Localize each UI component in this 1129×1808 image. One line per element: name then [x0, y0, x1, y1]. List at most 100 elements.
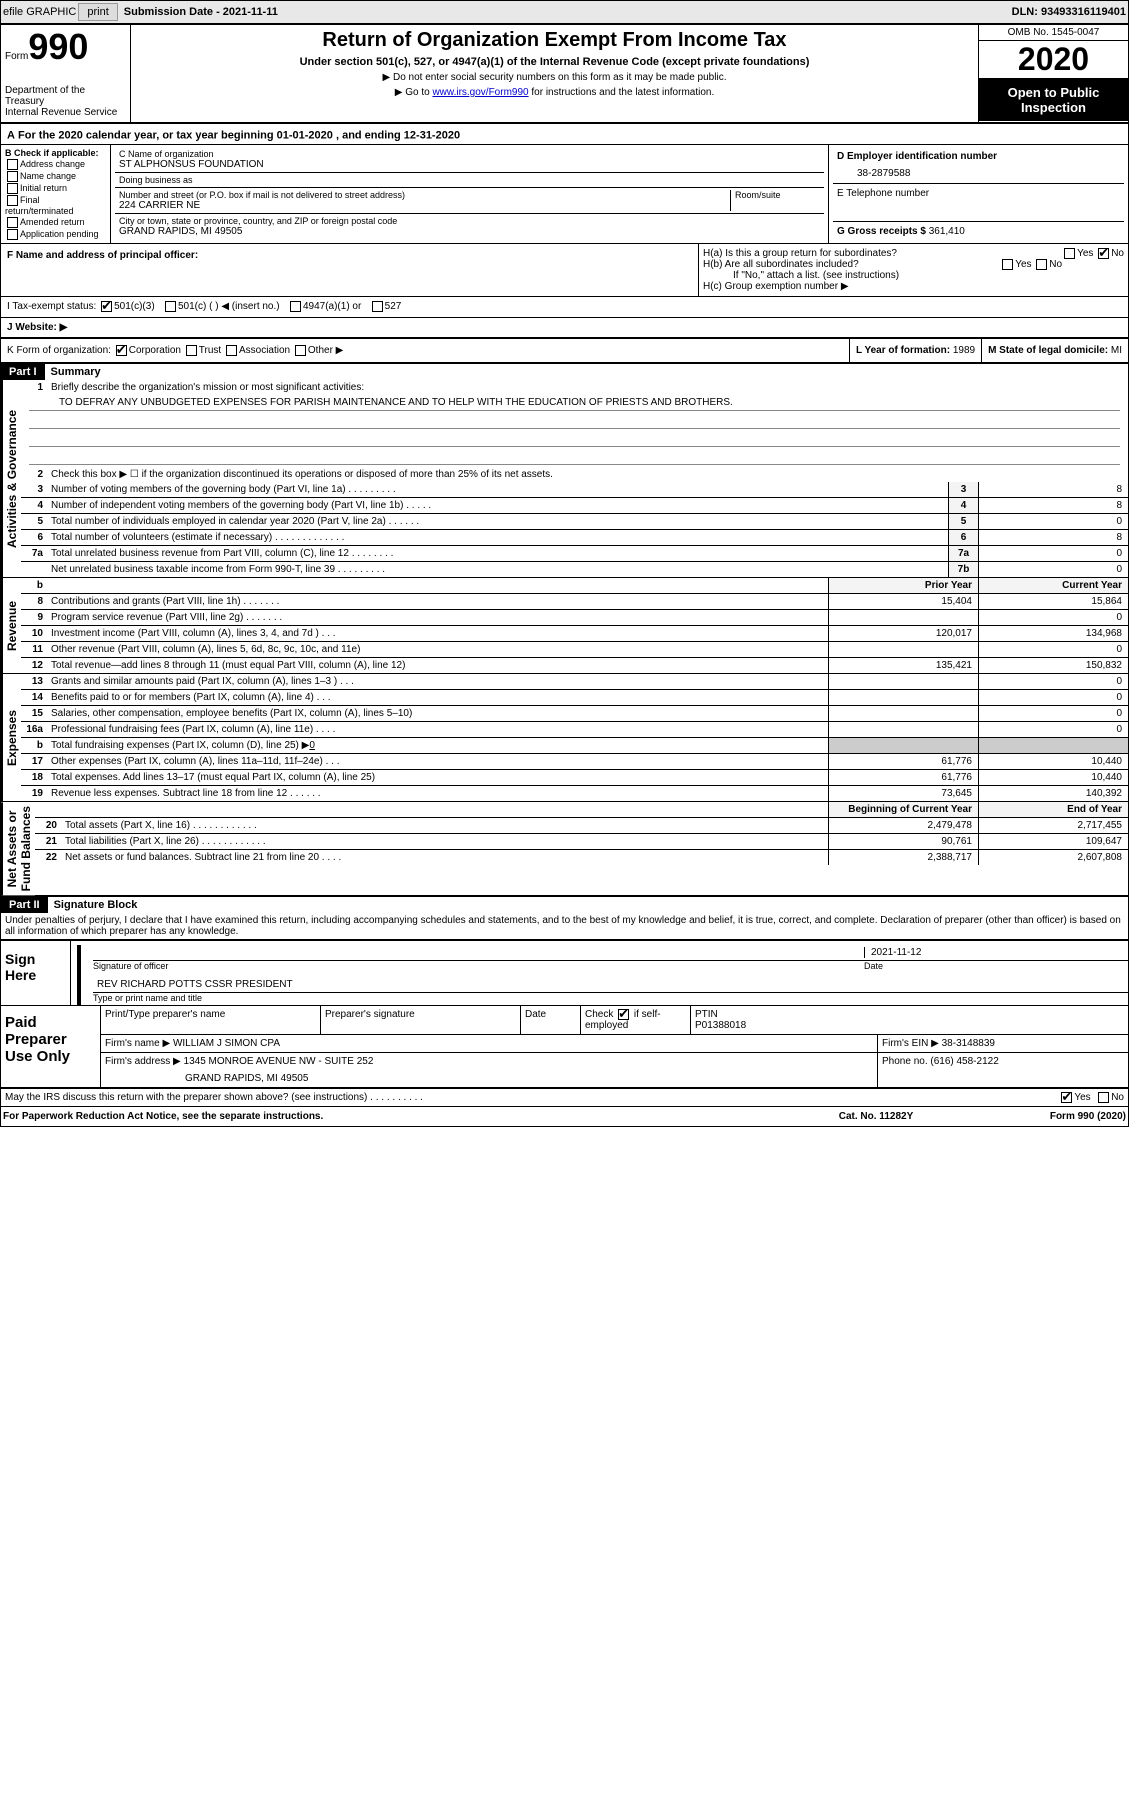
- p18: 61,776: [828, 770, 978, 785]
- c17: 10,440: [978, 754, 1128, 769]
- c15: 0: [978, 706, 1128, 721]
- j-label: J Website: ▶: [7, 322, 67, 333]
- line-4: Number of independent voting members of …: [47, 498, 948, 513]
- c13: 0: [978, 674, 1128, 689]
- line-8: Contributions and grants (Part VIII, lin…: [47, 594, 828, 609]
- self-employed-check[interactable]: Check if self-employed: [581, 1006, 691, 1034]
- val-7a: 0: [978, 546, 1128, 561]
- val-7b: 0: [978, 562, 1128, 577]
- line-18: Total expenses. Add lines 13–17 (must eq…: [47, 770, 828, 785]
- open-inspection: Open to Public Inspection: [979, 79, 1128, 121]
- line-6: Total number of volunteers (estimate if …: [47, 530, 948, 545]
- row-i-tax-status: I Tax-exempt status: 501(c)(3) 501(c) ( …: [1, 297, 1128, 317]
- street-address: 224 CARRIER NE: [119, 200, 730, 211]
- line-11: Other revenue (Part VIII, column (A), li…: [47, 642, 828, 657]
- preparer-name-label: Print/Type preparer's name: [101, 1006, 321, 1034]
- sign-date: 2021-11-12: [864, 947, 1124, 958]
- chk-trust[interactable]: [186, 345, 197, 356]
- b-label: B Check if applicable:: [5, 148, 106, 158]
- footer-form: Form 990 (2020): [976, 1111, 1126, 1122]
- discuss-no[interactable]: [1098, 1092, 1109, 1103]
- org-name: ST ALPHONSUS FOUNDATION: [119, 159, 820, 170]
- c18: 10,440: [978, 770, 1128, 785]
- hb-no[interactable]: [1036, 259, 1047, 270]
- firm-name: Firm's name ▶ WILLIAM J SIMON CPA: [101, 1035, 878, 1052]
- c-name-label: C Name of organization: [119, 149, 820, 159]
- c21: 109,647: [978, 834, 1128, 849]
- ha-no[interactable]: [1098, 248, 1109, 259]
- irs-link[interactable]: www.irs.gov/Form990: [432, 87, 528, 98]
- row-a-period: A For the 2020 calendar year, or tax yea…: [1, 124, 1128, 145]
- line-17: Other expenses (Part IX, column (A), lin…: [47, 754, 828, 769]
- chk-501c3[interactable]: [101, 301, 112, 312]
- submission-date: Submission Date - 2021-11-11: [124, 6, 278, 18]
- f-officer-label: F Name and address of principal officer:: [7, 250, 198, 261]
- chk-application-pending[interactable]: Application pending: [5, 229, 106, 240]
- chk-527[interactable]: [372, 301, 383, 312]
- line-21: Total liabilities (Part X, line 26) . . …: [61, 834, 828, 849]
- discuss-yes[interactable]: [1061, 1092, 1072, 1103]
- c8: 15,864: [978, 594, 1128, 609]
- discuss-row: May the IRS discuss this return with the…: [1, 1089, 1128, 1107]
- c14: 0: [978, 690, 1128, 705]
- preparer-date-label: Date: [521, 1006, 581, 1034]
- g-receipts-label: G Gross receipts $: [837, 226, 929, 237]
- line-1: Briefly describe the organization's miss…: [47, 380, 1128, 395]
- section-revenue: Revenue bPrior YearCurrent Year 8Contrib…: [1, 578, 1128, 674]
- date-label: Date: [864, 961, 1124, 971]
- row-klm: K Form of organization: Corporation Trus…: [1, 339, 1128, 364]
- e-phone-label: E Telephone number: [837, 188, 1120, 199]
- perjury-declaration: Under penalties of perjury, I declare th…: [1, 913, 1128, 939]
- dept-label: Department of the Treasury Internal Reve…: [5, 85, 126, 118]
- chk-name-change[interactable]: Name change: [5, 171, 106, 182]
- c20: 2,717,455: [978, 818, 1128, 833]
- city-state-zip: GRAND RAPIDS, MI 49505: [119, 226, 820, 237]
- c11: 0: [978, 642, 1128, 657]
- chk-address-change[interactable]: Address change: [5, 159, 106, 170]
- print-button[interactable]: print: [78, 3, 117, 21]
- line-19: Revenue less expenses. Subtract line 18 …: [47, 786, 828, 801]
- top-bar: efile GRAPHIC print Submission Date - 20…: [0, 0, 1129, 24]
- preparer-sig-label: Preparer's signature: [321, 1006, 521, 1034]
- chk-association[interactable]: [226, 345, 237, 356]
- note-ssn: ▶ Do not enter social security numbers o…: [135, 72, 974, 83]
- p12: 135,421: [828, 658, 978, 673]
- ha-yes[interactable]: [1064, 248, 1075, 259]
- p13: [828, 674, 978, 689]
- i-label: I Tax-exempt status:: [7, 302, 96, 313]
- p19: 73,645: [828, 786, 978, 801]
- firm-ein: Firm's EIN ▶ 38-3148839: [878, 1035, 1128, 1052]
- p20: 2,479,478: [828, 818, 978, 833]
- footer-cat: Cat. No. 11282Y: [776, 1111, 976, 1122]
- chk-final-return[interactable]: Final return/terminated: [5, 195, 106, 216]
- p10: 120,017: [828, 626, 978, 641]
- sign-here-block: Sign Here 2021-11-12 Signature of office…: [1, 939, 1128, 1006]
- mission-text: TO DEFRAY ANY UNBUDGETED EXPENSES FOR PA…: [29, 395, 1120, 411]
- chk-corporation[interactable]: [116, 345, 127, 356]
- th-current: Current Year: [978, 578, 1128, 593]
- chk-4947[interactable]: [290, 301, 301, 312]
- chk-501c[interactable]: [165, 301, 176, 312]
- form-990: Form990 Department of the Treasury Inter…: [0, 24, 1129, 1127]
- hb-yes[interactable]: [1002, 259, 1013, 270]
- p14: [828, 690, 978, 705]
- tab-expenses: Expenses: [1, 674, 21, 801]
- page-footer: For Paperwork Reduction Act Notice, see …: [1, 1107, 1128, 1126]
- chk-initial-return[interactable]: Initial return: [5, 183, 106, 194]
- part-i-header: Part ISummary: [1, 364, 1128, 380]
- row-f-h: F Name and address of principal officer:…: [1, 244, 1128, 297]
- d-ein-label: D Employer identification number: [837, 151, 1120, 162]
- th-end: End of Year: [978, 802, 1128, 817]
- tab-net-assets: Net Assets or Fund Balances: [1, 802, 35, 895]
- section-expenses: Expenses 13Grants and similar amounts pa…: [1, 674, 1128, 802]
- omb-number: OMB No. 1545-0047: [979, 25, 1128, 41]
- line-15: Salaries, other compensation, employee b…: [47, 706, 828, 721]
- ein-value: 38-2879588: [837, 162, 1120, 179]
- line-16a: Professional fundraising fees (Part IX, …: [47, 722, 828, 737]
- h-b-note: If "No," attach a list. (see instruction…: [703, 270, 1124, 281]
- chk-amended-return[interactable]: Amended return: [5, 217, 106, 228]
- form-subtitle: Under section 501(c), 527, or 4947(a)(1)…: [135, 56, 974, 68]
- row-j-website: J Website: ▶: [1, 318, 1128, 339]
- chk-other[interactable]: [295, 345, 306, 356]
- dln: DLN: 93493316119401: [1012, 6, 1126, 18]
